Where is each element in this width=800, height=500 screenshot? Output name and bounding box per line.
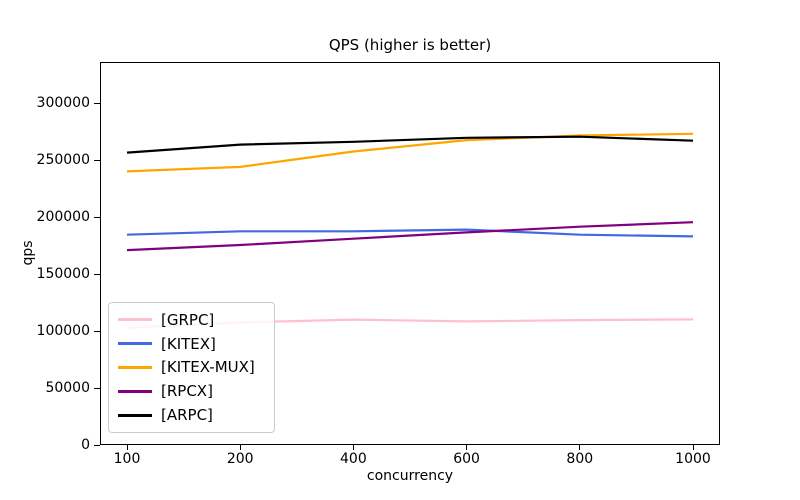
legend-swatch-arpc (118, 413, 152, 417)
legend-label: [ARPC] (161, 406, 213, 425)
y-tick-mark (94, 102, 100, 104)
legend-label: [KITEX-MUX] (161, 358, 255, 377)
chart-title: QPS (higher is better) (328, 36, 492, 54)
plot-frame (100, 62, 720, 445)
series-line-kitex (126, 228, 694, 238)
x-tick-mark (579, 445, 581, 450)
x-tick-label: 400 (340, 451, 367, 467)
x-tick-mark (126, 445, 128, 450)
legend-item: [GRPC] (118, 308, 265, 332)
y-tick-mark (94, 330, 100, 332)
series-line-kitex-mux (126, 132, 694, 173)
series-line-rpcx (126, 221, 694, 252)
legend-label: [GRPC] (161, 310, 215, 329)
legend-label: [KITEX] (161, 334, 216, 353)
y-tick-mark (94, 444, 100, 446)
legend-swatch-grpc (118, 318, 152, 322)
x-tick-mark (692, 445, 694, 450)
x-tick-label: 600 (453, 451, 480, 467)
legend-item: [KITEX-MUX] (118, 356, 265, 380)
y-axis-label: qps (20, 240, 36, 266)
x-axis-label: concurrency (366, 468, 454, 484)
legend-swatch-rpcx (118, 389, 152, 393)
plot-area (100, 62, 720, 445)
y-tick-label: 50000 (45, 380, 90, 396)
y-tick-label: 250000 (36, 152, 90, 169)
y-tick-mark (94, 216, 100, 218)
y-tick-mark (94, 159, 100, 161)
y-tick-mark (94, 273, 100, 275)
legend-item: [KITEX] (118, 332, 265, 356)
legend-swatch-kitex (118, 342, 152, 346)
series-line-arpc (126, 135, 694, 154)
x-tick-label: 800 (566, 451, 594, 467)
plot-lines-canvas (100, 62, 720, 445)
legend: [GRPC] [KITEX] [KITEX-MUX] [RPCX] [ARPC] (108, 302, 275, 433)
y-tick-mark (94, 387, 100, 389)
y-tick-label: 150000 (36, 266, 90, 283)
x-tick-mark (466, 445, 468, 450)
x-tick-label: 1000 (675, 451, 711, 467)
y-tick-label: 0 (81, 437, 90, 453)
y-tick-label: 300000 (36, 95, 90, 112)
legend-swatch-kitex-mux (118, 365, 152, 369)
legend-item: [ARPC] (118, 403, 265, 427)
legend-label: [RPCX] (161, 382, 213, 401)
y-tick-label: 100000 (36, 323, 90, 339)
y-tick-label: 200000 (36, 209, 90, 226)
x-tick-label: 200 (226, 451, 254, 467)
legend-item: [RPCX] (118, 379, 265, 403)
x-tick-mark (239, 445, 241, 450)
x-tick-mark (352, 445, 354, 450)
x-tick-label: 100 (113, 451, 141, 467)
